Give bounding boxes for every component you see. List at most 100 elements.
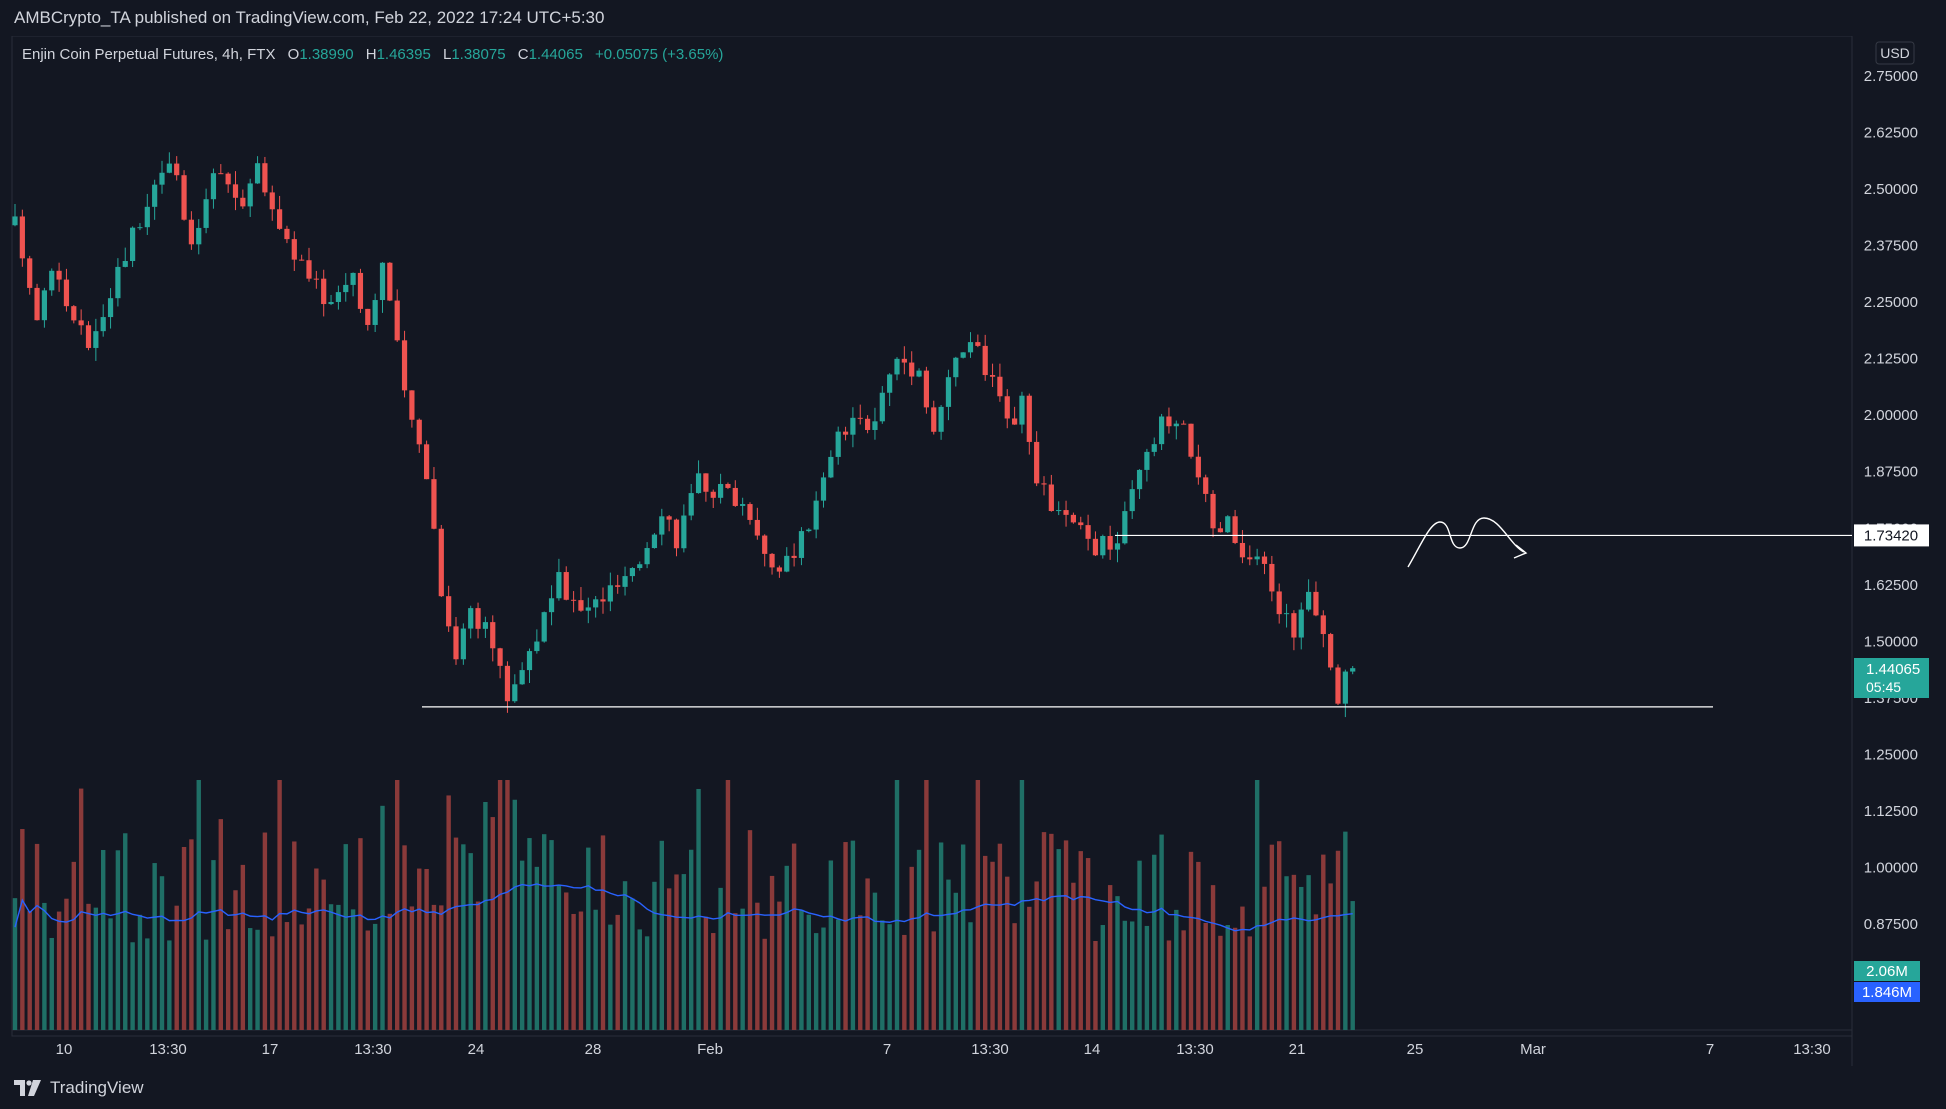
candle-body [1261, 556, 1268, 564]
volume-bar [1174, 909, 1179, 1030]
volume-ma-label: 1.846M [1854, 982, 1920, 1002]
candle-body [1225, 516, 1231, 533]
volume-bar [674, 874, 679, 1030]
time-tick-label: 7 [1706, 1041, 1714, 1058]
price-tick-label: 1.12500 [1864, 803, 1918, 820]
volume-bar [1005, 876, 1010, 1030]
candle-body [299, 259, 305, 261]
volume-bar [1115, 896, 1120, 1030]
currency-label[interactable]: USD [1875, 41, 1915, 65]
candle-body [916, 370, 922, 377]
candle-body [12, 216, 18, 226]
price-tick-label: 1.62500 [1864, 577, 1918, 594]
volume-bar [1269, 844, 1275, 1030]
volume-bar [960, 844, 966, 1030]
chart-area[interactable]: 2.75000 2.62500 2.50000 2.37500 2.25000 2.125… [0, 35, 1946, 1066]
chart-svg[interactable]: 2.75000 2.62500 2.50000 2.37500 2.25000 2.125… [0, 35, 1946, 1066]
volume-bar [225, 929, 231, 1030]
time-tick-label: 14 [1084, 1041, 1101, 1058]
tradingview-logo[interactable]: TradingView [14, 1078, 144, 1098]
candle-body [879, 392, 885, 422]
volume-bar [858, 915, 863, 1030]
price-tick-label: 0.87500 [1864, 916, 1918, 933]
volume-bar [372, 923, 378, 1030]
candle-body [835, 431, 841, 457]
projection-drawing[interactable] [1407, 517, 1525, 568]
volume-bar [402, 845, 407, 1030]
candle-body [710, 491, 716, 498]
volume-bar [586, 847, 591, 1030]
volume-bar [1041, 832, 1047, 1030]
volume-bar [34, 843, 40, 1030]
volume-bar [314, 868, 319, 1030]
volume-ma-line [14, 883, 1353, 932]
legend-c-value: 1.44065 [529, 46, 583, 63]
volume-bar [1019, 780, 1025, 1030]
volume-bar [181, 846, 187, 1030]
candle-body [262, 163, 268, 193]
candle-body [622, 576, 628, 587]
candle-body [365, 308, 371, 325]
candle-body [1159, 416, 1165, 445]
candle-body [615, 585, 621, 587]
volume-bar [615, 914, 620, 1030]
volume-bar [836, 919, 841, 1030]
volume-bar [1284, 876, 1289, 1030]
candle-body [1203, 477, 1209, 494]
candle-body [1276, 591, 1282, 615]
volume-bar [777, 901, 782, 1030]
volume-bar [821, 927, 826, 1030]
candle-body [1151, 444, 1157, 452]
volume-bar [152, 863, 157, 1030]
volume-bar [196, 780, 201, 1030]
candle-body [247, 183, 253, 207]
current-price-text: 1.44065 [1866, 661, 1920, 678]
candle-body [1232, 516, 1238, 543]
candle-body [152, 184, 158, 207]
volume-bar [1335, 850, 1341, 1030]
candle-body [806, 529, 812, 532]
candle-body [34, 287, 40, 321]
volume-bar [306, 908, 312, 1030]
time-tick-label: 10 [56, 1041, 73, 1058]
candle-body [1306, 591, 1312, 610]
volume-bar [983, 855, 988, 1030]
candle-body [41, 290, 47, 321]
candle-body [1210, 493, 1216, 529]
price-tick-label: 2.50000 [1864, 181, 1918, 198]
price-tick-label: 2.37500 [1864, 238, 1918, 255]
volume-bar [1218, 935, 1223, 1030]
volume-bar [64, 898, 69, 1030]
footer-bar: TradingView [0, 1066, 1946, 1109]
candle-body [1188, 423, 1194, 457]
candle-body [328, 301, 334, 305]
volume-bar [1313, 914, 1319, 1030]
candle-body [504, 665, 511, 702]
price-tick-label: 2.12500 [1864, 351, 1918, 368]
candle-body [776, 567, 782, 572]
volume-bar [1181, 930, 1186, 1030]
level-price-text: 1.73420 [1864, 527, 1918, 544]
volume-bar [1188, 851, 1194, 1030]
candle-body [938, 406, 944, 432]
volume-bar [1107, 885, 1113, 1030]
time-tick-label: 13:30 [354, 1041, 392, 1058]
volume-bar [1262, 886, 1267, 1030]
volume-bar [1056, 849, 1061, 1030]
volume-bar [1130, 921, 1135, 1030]
volume-bar [270, 936, 275, 1030]
legend-o-value: 1.38990 [299, 46, 353, 63]
volume-bar [1159, 834, 1164, 1030]
volume-bar [1291, 874, 1297, 1030]
candle-body [1129, 489, 1135, 512]
candle-body [93, 331, 99, 348]
volume-bar [446, 795, 451, 1030]
publisher-line: AMBCrypto_TA published on TradingView.co… [14, 8, 605, 27]
time-tick-label: 28 [585, 1041, 602, 1058]
candle-body [901, 358, 907, 363]
volume-bar [71, 861, 76, 1030]
candles [12, 152, 1356, 718]
volume-bar [461, 844, 466, 1030]
candle-body [335, 292, 341, 302]
